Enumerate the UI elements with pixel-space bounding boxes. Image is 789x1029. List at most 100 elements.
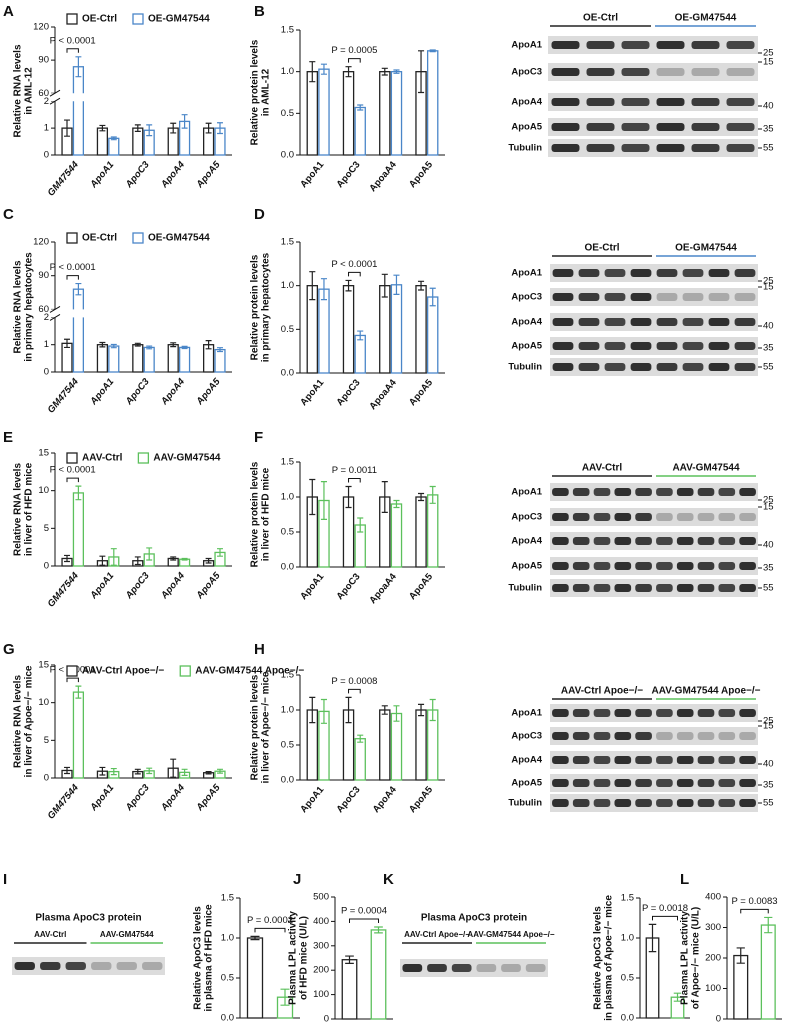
- bar: [426, 50, 439, 156]
- panel-letter: C: [3, 206, 14, 223]
- axis-break-gap: [49, 93, 232, 102]
- error-bar: [393, 705, 400, 722]
- bar: [415, 285, 427, 374]
- error-bar: [736, 947, 745, 964]
- bar: [354, 106, 366, 156]
- marker-label: 35: [763, 124, 774, 135]
- blot-group-label: AAV-Ctrl Apoe−/−: [561, 686, 643, 697]
- blot-band: [656, 536, 673, 546]
- bar: [96, 127, 109, 156]
- blot-band: [718, 487, 736, 497]
- x-tick-label: GM47544: [46, 159, 82, 199]
- blot-band: [676, 512, 694, 522]
- blot-band: [676, 487, 694, 497]
- blot-band: [14, 961, 35, 971]
- x-tick-label: ApoC3: [334, 377, 362, 408]
- marker-label: 35: [763, 780, 774, 791]
- blot-band: [739, 487, 756, 497]
- y-tick-label: 1.5: [621, 893, 634, 904]
- blot-strip: [550, 774, 758, 792]
- blot-band: [656, 97, 685, 107]
- significance-label: P < 0.0001: [50, 465, 96, 476]
- blot-band: [586, 122, 615, 132]
- blot-title: Plasma ApoC3 protein: [421, 913, 527, 924]
- y-tick-label: 1.5: [281, 237, 294, 248]
- y-tick-label: 1.0: [281, 492, 294, 503]
- blot-group-label: OE-GM47544: [675, 243, 737, 254]
- y-axis-label: Plasma LPL activity: [288, 911, 299, 1005]
- blot-band: [476, 963, 497, 973]
- bar: [96, 344, 109, 373]
- legend-label: OE-GM47544: [148, 14, 210, 25]
- y-axis-label: of Apoe−/− mice (U/L): [691, 907, 702, 1009]
- legend-label: OE-Ctrl: [82, 233, 117, 244]
- marker-label: 35: [763, 343, 774, 354]
- significance-label: P = 0.0002: [247, 915, 293, 926]
- blot-band: [614, 778, 632, 788]
- blot-strip: [550, 794, 758, 812]
- blot-strip: [400, 959, 548, 977]
- blot-band: [635, 536, 652, 546]
- y-tick-label: 1: [44, 123, 49, 134]
- x-tick-label: ApoC3: [123, 376, 152, 408]
- blot-band: [682, 362, 704, 372]
- y-tick-label: 1: [44, 339, 49, 350]
- panel-letter: K: [383, 871, 394, 888]
- blot-band: [552, 536, 569, 546]
- marker-label: 15: [763, 282, 774, 293]
- x-tick-label: GM47544: [46, 782, 82, 822]
- significance-bracket: [348, 688, 361, 694]
- blot-band: [552, 487, 569, 497]
- blot-band: [697, 487, 715, 497]
- blot-strip: [550, 358, 758, 376]
- blot-band: [734, 341, 756, 351]
- blot-band: [656, 292, 678, 302]
- y-axis-label: Relative protein levels: [250, 461, 261, 567]
- y-tick-label: 1.5: [281, 25, 294, 36]
- blot-band: [552, 778, 569, 788]
- blot-group-label: AAV-Ctrl: [34, 930, 66, 939]
- blot-strip: [548, 93, 758, 111]
- marker-label: 55: [763, 798, 774, 809]
- bar: [318, 288, 330, 374]
- y-tick-label: 0: [44, 773, 49, 784]
- blot-band: [552, 292, 574, 302]
- error-bar: [99, 124, 106, 132]
- blot-band: [635, 778, 652, 788]
- error-bar: [75, 282, 82, 296]
- significance-label: P = 0.0083: [731, 896, 777, 907]
- error-bar: [320, 278, 328, 301]
- error-bar: [320, 698, 328, 724]
- blot-band: [614, 561, 632, 571]
- blot-band: [708, 341, 730, 351]
- blot-band: [65, 961, 86, 971]
- blot-band: [734, 317, 756, 327]
- bar: [342, 71, 355, 156]
- error-bar: [181, 345, 188, 350]
- error-bar: [75, 685, 82, 699]
- significance-label: P < 0.0001: [331, 259, 377, 270]
- significance-bracket: [349, 918, 379, 924]
- blot-band: [604, 341, 626, 351]
- blot-band: [708, 317, 730, 327]
- blot-band: [656, 268, 678, 278]
- blot-band: [630, 362, 652, 372]
- blot-band: [739, 778, 756, 788]
- blot-band: [708, 362, 730, 372]
- marker-label: 15: [763, 502, 774, 513]
- error-bar: [134, 124, 141, 132]
- y-axis-label: of HFD mice (U/L): [299, 916, 310, 1000]
- error-bar: [417, 280, 425, 291]
- bar: [390, 71, 403, 156]
- bar: [341, 959, 358, 1020]
- y-tick-label: 2: [44, 312, 49, 323]
- bar: [306, 71, 319, 156]
- x-tick-label: ApoaA4: [367, 377, 399, 412]
- y-axis-label: Relative ApoC3 levels: [593, 906, 604, 1010]
- blot-band: [726, 143, 755, 153]
- y-axis-label: Relative RNA levels: [13, 260, 24, 353]
- error-bar: [110, 136, 117, 141]
- blot-band: [427, 963, 447, 973]
- blot-strip: [550, 557, 758, 575]
- blot-band: [630, 268, 652, 278]
